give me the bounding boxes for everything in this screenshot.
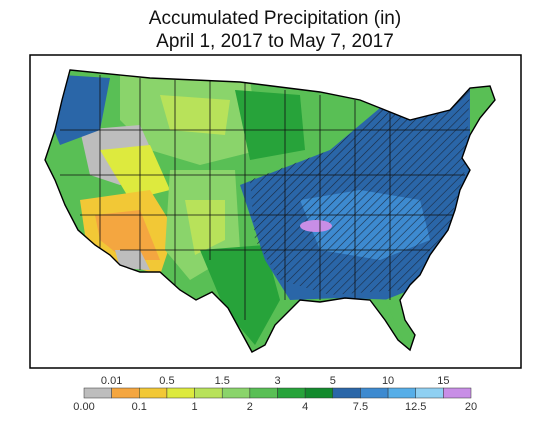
legend-swatch xyxy=(139,387,168,399)
legend-swatch xyxy=(360,387,389,399)
legend-swatch xyxy=(111,387,140,399)
legend-tick-label-top: 0.5 xyxy=(159,375,174,387)
legend-tick-label-bottom: 20 xyxy=(465,401,477,413)
precip-fields xyxy=(50,75,470,345)
legend-tick-label-top: 5 xyxy=(330,375,336,387)
color-legend: 0.01 0.5 1.5 3 5 10 15 0.00 0.1 1 2 4 7.5 12.5 20 xyxy=(73,375,477,413)
legend-tick-label-top: 10 xyxy=(382,375,394,387)
legend-tick-label-bottom: 4 xyxy=(302,401,308,413)
legend-tick-label-bottom: 2 xyxy=(247,401,253,413)
map-subtitle: April 1, 2017 to May 7, 2017 xyxy=(156,31,394,52)
legend-swatch xyxy=(304,387,334,399)
legend-tick-label-bottom: 1 xyxy=(192,401,198,413)
legend-tick-label-top: 0.01 xyxy=(101,375,122,387)
legend-swatch xyxy=(194,387,223,399)
legend-swatch xyxy=(249,387,278,399)
legend-swatch xyxy=(83,387,112,399)
legend-swatch xyxy=(277,387,306,399)
map-title: Accumulated Precipitation (in) xyxy=(148,8,402,29)
legend-tick-label-bottom: 12.5 xyxy=(405,401,426,413)
legend-swatch xyxy=(221,387,251,399)
legend-tick-label-top: 3 xyxy=(274,375,280,387)
legend-swatch xyxy=(443,387,472,399)
legend-swatch xyxy=(166,387,195,399)
legend-tick-label-bottom: 0.00 xyxy=(73,401,94,413)
legend-tick-label-bottom: 0.1 xyxy=(132,401,147,413)
legend-tick-label-top: 1.5 xyxy=(215,375,230,387)
legend-swatch xyxy=(387,387,416,399)
legend-tick-label-bottom: 7.5 xyxy=(353,401,368,413)
legend-swatch xyxy=(415,387,444,399)
legend-tick-label-top: 15 xyxy=(437,375,449,387)
legend-swatch xyxy=(332,387,361,399)
